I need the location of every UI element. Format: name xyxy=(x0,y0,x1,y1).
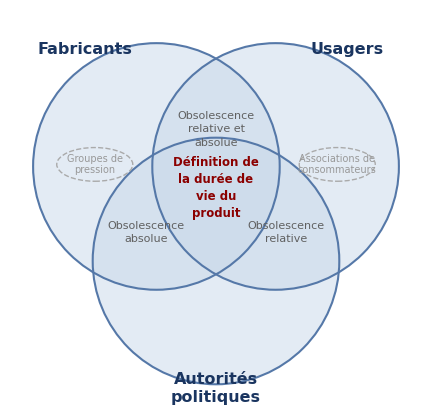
Text: Fabricants: Fabricants xyxy=(37,42,132,57)
Text: Usagers: Usagers xyxy=(311,42,384,57)
Text: Associations de
consommateurs: Associations de consommateurs xyxy=(298,154,377,175)
Circle shape xyxy=(152,43,399,290)
Text: Groupes de
pression: Groupes de pression xyxy=(67,154,123,175)
Text: Obsolescence
relative: Obsolescence relative xyxy=(247,221,324,244)
Circle shape xyxy=(93,138,339,384)
Text: Obsolescence
relative et
absolue: Obsolescence relative et absolue xyxy=(178,111,254,148)
Circle shape xyxy=(33,43,280,290)
Text: Autorités
politiques: Autorités politiques xyxy=(171,372,261,404)
Text: Définition de
la durée de
vie du
produit: Définition de la durée de vie du produit xyxy=(173,156,259,220)
Text: Obsolescence
absolue: Obsolescence absolue xyxy=(108,221,185,244)
